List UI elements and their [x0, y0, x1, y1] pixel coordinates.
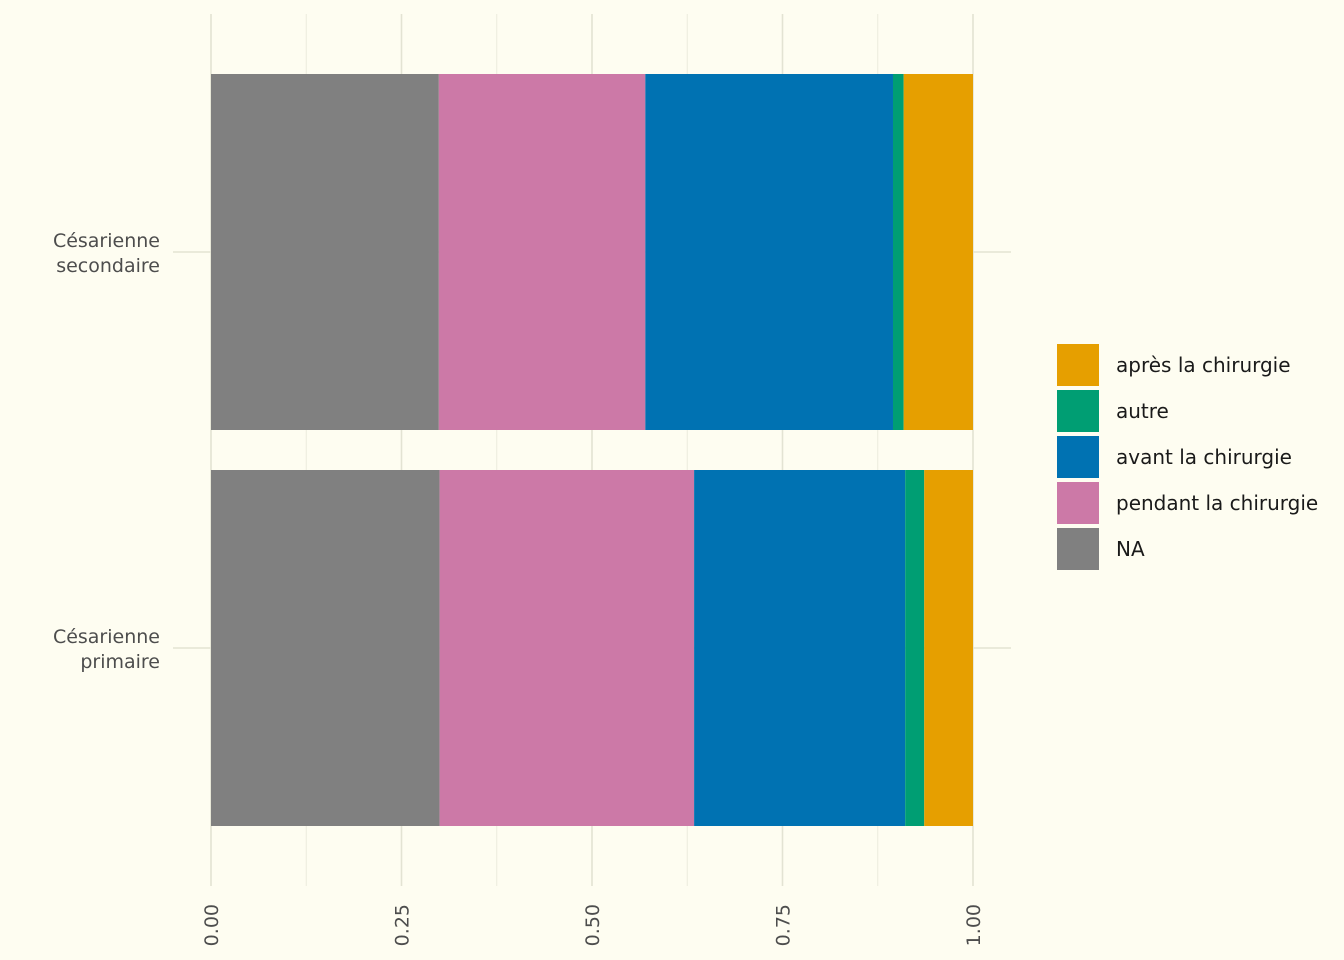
bar-segment [439, 470, 695, 826]
x-tick-label: 1.00 [963, 904, 985, 946]
legend-swatch [1057, 482, 1099, 524]
legend-swatch [1057, 390, 1099, 432]
bar-segment [903, 74, 973, 430]
bar-segment [905, 470, 925, 826]
legend-swatch [1057, 436, 1099, 478]
legend-label: avant la chirurgie [1116, 445, 1292, 469]
x-tick-label: 0.75 [773, 904, 795, 946]
y-tick-label: Césarienne [53, 230, 160, 252]
y-axis-tick-labels: Césarienne secondaire Césarienne primaire [53, 230, 160, 673]
legend-swatch [1057, 344, 1099, 386]
legend-label: pendant la chirurgie [1116, 491, 1318, 515]
bar-segment [924, 470, 973, 826]
legend-label: autre [1116, 399, 1169, 423]
legend-swatch [1057, 528, 1099, 570]
legend-label: NA [1116, 537, 1145, 561]
bars [211, 74, 973, 826]
bar-segment [694, 470, 906, 826]
y-tick-label: Césarienne [53, 626, 160, 648]
y-tick-label: primaire [80, 651, 160, 673]
y-tick-label: secondaire [56, 255, 160, 277]
legend: après la chirurgie autre avant la chirurgi… [1057, 344, 1318, 570]
bar-segment [211, 470, 440, 826]
x-axis-tick-labels: 0.00 0.25 0.50 0.75 1.00 [201, 904, 985, 946]
x-tick-label: 0.25 [392, 904, 414, 946]
x-tick-label: 0.00 [201, 904, 223, 946]
x-tick-label: 0.50 [582, 904, 604, 946]
legend-label: après la chirurgie [1116, 353, 1291, 377]
bar-segment [892, 74, 904, 430]
bar-segment [211, 74, 439, 430]
bar-segment [645, 74, 893, 430]
bar-segment [438, 74, 646, 430]
